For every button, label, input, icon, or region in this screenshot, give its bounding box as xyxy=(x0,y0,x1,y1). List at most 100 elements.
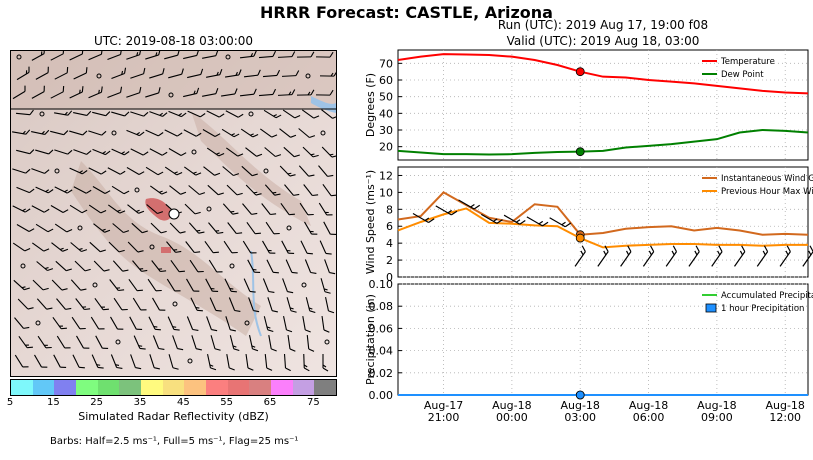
x-tick-date: Aug-18 xyxy=(765,399,804,412)
x-tick-time: 21:00 xyxy=(428,411,460,424)
wind-barb xyxy=(325,297,335,314)
barb-half-feather xyxy=(82,306,87,308)
barb-feather xyxy=(217,231,224,234)
wind-barb xyxy=(184,203,201,215)
barb-feather xyxy=(328,310,335,314)
barb-half-feather xyxy=(78,248,83,251)
barb-half-feather xyxy=(232,345,237,348)
barb-feather xyxy=(234,88,238,95)
barb-staff xyxy=(31,91,45,99)
barb-half-feather xyxy=(159,112,163,116)
wind-barb xyxy=(263,316,274,333)
barb-feather xyxy=(143,67,146,74)
wind-barb xyxy=(88,167,107,175)
barb-staff xyxy=(227,222,237,234)
wind-barb xyxy=(35,186,54,194)
barb-staff xyxy=(306,334,310,350)
calm-wind-circle xyxy=(35,320,41,326)
barb-feather xyxy=(81,86,84,93)
barb-feather xyxy=(23,326,30,329)
barb-staff xyxy=(245,184,257,196)
barb-staff xyxy=(285,259,293,273)
barb-feather xyxy=(219,68,223,75)
wind-barb xyxy=(14,354,29,368)
wind-barb xyxy=(112,223,130,234)
barb-feather xyxy=(155,328,161,331)
wind-barb xyxy=(150,222,167,234)
barb-staff xyxy=(187,73,201,79)
station-marker[interactable] xyxy=(168,208,180,220)
barb-feather xyxy=(214,348,221,351)
wind-barb xyxy=(130,148,149,156)
wind-barb xyxy=(306,334,315,352)
y-tick-label: 0.04 xyxy=(369,345,394,358)
wind-barb xyxy=(247,259,261,274)
wind-barb xyxy=(282,278,294,294)
wind-barb xyxy=(131,222,148,234)
wind-barb xyxy=(258,88,277,97)
barb-staff xyxy=(113,297,123,311)
barb-feather xyxy=(100,51,103,55)
barb-feather xyxy=(143,111,149,117)
barb-half-feather xyxy=(785,250,789,256)
barb-staff xyxy=(262,74,278,78)
barb-half-feather xyxy=(174,171,178,174)
barb-feather xyxy=(101,130,107,136)
barb-staff xyxy=(145,92,159,98)
barb-half-feather xyxy=(44,344,48,346)
barb-staff xyxy=(226,354,230,368)
y-tick-label: 40 xyxy=(379,107,393,120)
radar-map[interactable] xyxy=(10,50,337,377)
wind-barb xyxy=(298,128,316,139)
barb-feather xyxy=(118,249,125,253)
wind-barb xyxy=(204,241,219,254)
barb-half-feather xyxy=(79,170,83,174)
wind-barb xyxy=(51,242,69,252)
barb-feather xyxy=(198,231,205,234)
barb-feather xyxy=(295,70,300,76)
wind-barb xyxy=(54,110,73,116)
barb-feather xyxy=(303,367,310,372)
barb-feather xyxy=(48,189,54,194)
barb-staff xyxy=(126,92,140,98)
barb-staff xyxy=(262,240,270,254)
barb-feather xyxy=(123,190,130,195)
barb-feather xyxy=(41,366,48,368)
barb-feather xyxy=(269,252,276,254)
wind-barb xyxy=(149,148,168,156)
barb-half-feather xyxy=(159,190,163,193)
wind-barb xyxy=(110,354,123,369)
barb-staff xyxy=(202,93,216,97)
barb-staff xyxy=(73,72,87,80)
barb-staff xyxy=(128,279,138,291)
barb-feather xyxy=(231,251,238,254)
barb-staff xyxy=(32,242,44,252)
barb-feather xyxy=(289,174,296,177)
calm-wind-circle xyxy=(16,54,22,60)
barb-feather xyxy=(199,192,206,196)
barb-staff xyxy=(756,251,769,267)
wind-barb xyxy=(226,354,235,371)
barb-staff xyxy=(319,240,327,254)
barb-feather xyxy=(291,51,296,57)
legend-label: 1 hour Precipitation xyxy=(721,304,804,314)
barb-feather xyxy=(66,189,73,194)
barb-feather xyxy=(253,88,257,95)
wind-barb xyxy=(132,260,148,272)
wind-barb xyxy=(17,298,34,310)
barb-staff xyxy=(226,184,238,196)
barb-half-feather xyxy=(117,209,121,212)
wind-barb xyxy=(265,221,280,235)
barb-feather xyxy=(181,68,184,75)
wind-barb xyxy=(321,146,336,158)
barb-feather xyxy=(254,271,261,274)
barb-half-feather xyxy=(310,153,315,156)
series-line xyxy=(397,53,809,95)
barb-half-feather xyxy=(138,345,143,347)
barb-feather xyxy=(47,268,54,272)
wind-barb xyxy=(54,223,73,233)
barb-staff xyxy=(247,259,255,273)
barb-staff xyxy=(54,72,68,80)
barb-feather xyxy=(215,51,219,56)
timeseries-wind-barb xyxy=(665,245,678,267)
